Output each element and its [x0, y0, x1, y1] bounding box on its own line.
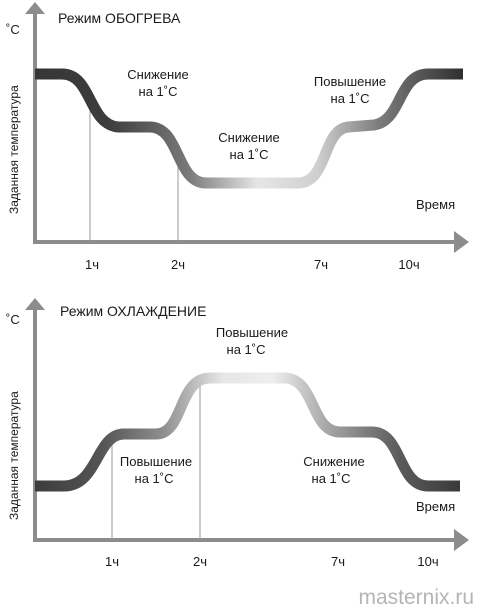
- cooling-tick-1h: 1ч: [105, 554, 119, 569]
- cooling-annotation-2-line1: Повышение: [120, 454, 192, 469]
- heating-title: Режим ОБОГРЕВА: [58, 10, 181, 26]
- cooling-annotation-1-line1: Повышение: [216, 325, 288, 340]
- heating-diagram: Режим ОБОГРЕВА ˚C Заданная температура С…: [6, 2, 469, 272]
- heating-annotation-3-line1: Повышение: [314, 74, 386, 89]
- cooling-tick-10h: 10ч: [417, 554, 438, 569]
- cooling-y-axis-label: Заданная температура: [7, 391, 21, 520]
- heating-y-axis-label: Заданная температура: [7, 85, 21, 214]
- cooling-annotation-3-line1: Снижение: [303, 454, 364, 469]
- heating-x-axis-label: Время: [416, 197, 455, 212]
- heating-x-axis-arrow: [454, 231, 469, 253]
- cooling-x-axis-label: Время: [416, 499, 455, 514]
- heating-tick-2h: 2ч: [171, 257, 185, 272]
- cooling-diagram: Режим ОХЛАЖДЕНИЕ ˚C Заданная температура…: [6, 298, 469, 569]
- cooling-x-axis-arrow: [454, 529, 469, 551]
- heating-y-axis-arrow: [25, 2, 45, 14]
- heating-annotation-2-line2: на 1˚C: [230, 147, 269, 162]
- cooling-tick-7h: 7ч: [331, 554, 345, 569]
- heating-annotation-1-line1: Снижение: [127, 67, 188, 82]
- heating-tick-7h: 7ч: [314, 257, 328, 272]
- heating-tick-10h: 10ч: [398, 257, 419, 272]
- heating-unit-label: ˚C: [6, 22, 20, 37]
- cooling-annotation-1-line2: на 1˚C: [227, 342, 266, 357]
- cooling-y-axis-arrow: [25, 298, 45, 310]
- cooling-annotation-3-line2: на 1˚C: [312, 471, 351, 486]
- heating-annotation-3-line2: на 1˚C: [331, 91, 370, 106]
- cooling-annotation-2-line2: на 1˚C: [135, 471, 174, 486]
- cooling-tick-2h: 2ч: [193, 554, 207, 569]
- heating-annotation-1-line2: на 1˚C: [139, 84, 178, 99]
- cooling-setpoint-curve: [35, 372, 460, 492]
- cooling-unit-label: ˚C: [6, 312, 20, 327]
- heating-tick-1h: 1ч: [85, 257, 99, 272]
- watermark: masternix.ru: [358, 586, 474, 609]
- heating-annotation-2-line1: Снижение: [218, 130, 279, 145]
- cooling-title: Режим ОХЛАЖДЕНИЕ: [60, 303, 206, 319]
- heating-setpoint-curve: [35, 68, 463, 189]
